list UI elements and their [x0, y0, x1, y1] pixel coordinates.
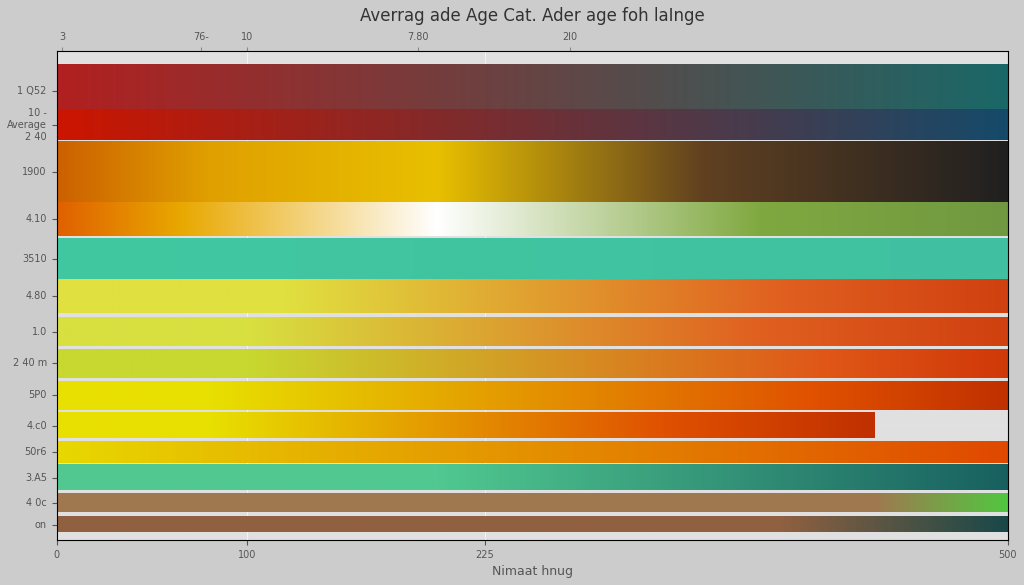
- X-axis label: Nimaat hnug: Nimaat hnug: [492, 565, 572, 578]
- Title: Averrag ade Age Cat. Ader age foh laInge: Averrag ade Age Cat. Ader age foh laInge: [359, 7, 705, 25]
